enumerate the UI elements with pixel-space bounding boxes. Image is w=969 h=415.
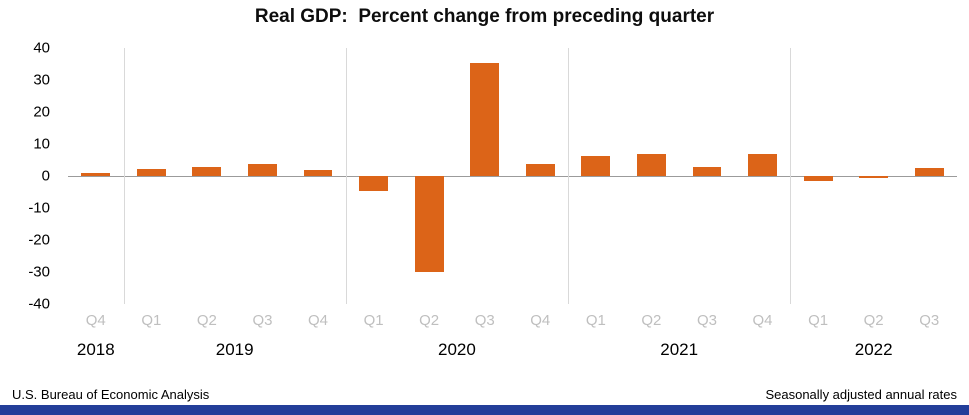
x-tick-2022-Q3: Q3 bbox=[919, 312, 940, 329]
bar-2019-Q2 bbox=[192, 167, 222, 176]
quarter-labels: Q4 Q1 Q2 Q3 Q4 Q1 Q2 Q3 Q4 Q1 Q2 Q3 Q4 Q1 Q2 Q3 bbox=[68, 312, 957, 332]
chart-title: Real GDP: Percent change from preceding … bbox=[254, 6, 715, 27]
x-tick-2020-Q2: Q2 bbox=[419, 312, 440, 329]
y-axis-tick-10: 10 bbox=[33, 135, 50, 153]
x-tick-2020-Q3: Q3 bbox=[474, 312, 495, 329]
bar-2020-Q3 bbox=[470, 63, 500, 176]
source-attribution: U.S. Bureau of Economic Analysis bbox=[12, 387, 210, 402]
x-tick-2021-Q2: Q2 bbox=[641, 312, 662, 329]
bar-2021-Q4 bbox=[748, 153, 777, 176]
x-tick-2020-Q4: Q4 bbox=[530, 312, 551, 329]
year-label-2022: 2022 bbox=[854, 340, 893, 359]
x-tick-2020-Q1: Q1 bbox=[363, 312, 384, 329]
year-labels: 2018 2019 2020 2021 2022 bbox=[68, 340, 957, 364]
bar-2022-Q1 bbox=[803, 176, 833, 182]
y-axis-tick--30: -30 bbox=[28, 263, 50, 281]
zero-axis-line bbox=[68, 176, 957, 177]
bar-2020-Q1 bbox=[359, 176, 389, 191]
x-tick-2022-Q2: Q2 bbox=[863, 312, 884, 329]
bar-2022-Q3 bbox=[914, 167, 944, 176]
bar-2022-Q2 bbox=[859, 176, 889, 178]
bar-2021-Q2 bbox=[636, 153, 666, 176]
bar-2020-Q4 bbox=[525, 163, 555, 176]
year-label-2019: 2019 bbox=[215, 340, 254, 359]
x-tick-2019-Q4: Q4 bbox=[308, 312, 329, 329]
year-label-2020: 2020 bbox=[438, 340, 476, 359]
footer-accent-bar bbox=[0, 405, 969, 415]
x-tick-2019-Q3: Q3 bbox=[252, 312, 273, 329]
x-tick-2019-Q2: Q2 bbox=[196, 312, 217, 329]
y-axis-tick--10: -10 bbox=[28, 199, 50, 217]
year-separator-after-2021 bbox=[790, 48, 792, 304]
bar-2021-Q3 bbox=[692, 167, 722, 176]
bar-2019-Q4 bbox=[303, 170, 333, 176]
bar-2020-Q2 bbox=[414, 176, 444, 272]
y-axis-tick-20: 20 bbox=[33, 103, 50, 121]
year-separator-after-2019 bbox=[345, 48, 347, 304]
footnote-seasonal-adjustment: Seasonally adjusted annual rates bbox=[765, 387, 957, 402]
year-label-2018: 2018 bbox=[76, 340, 115, 359]
y-axis-tick-30: 30 bbox=[33, 71, 50, 89]
y-axis-tick-0: 0 bbox=[41, 167, 50, 185]
y-axis: 40 30 20 10 0 -10 -20 -30 -40 bbox=[0, 40, 58, 313]
x-tick-2019-Q1: Q1 bbox=[141, 312, 162, 329]
x-tick-2018-Q4: Q4 bbox=[85, 312, 106, 329]
y-axis-tick-40: 40 bbox=[33, 39, 50, 57]
bar-2019-Q1 bbox=[136, 168, 166, 176]
y-axis-tick--20: -20 bbox=[28, 231, 50, 249]
bar-2018-Q4 bbox=[81, 173, 111, 176]
bar-2019-Q3 bbox=[248, 164, 277, 176]
y-axis-tick--40: -40 bbox=[28, 295, 50, 313]
x-tick-2021-Q4: Q4 bbox=[752, 312, 773, 329]
x-tick-2021-Q3: Q3 bbox=[696, 312, 717, 329]
plot-area bbox=[68, 48, 957, 304]
year-separator-after-2018 bbox=[123, 48, 125, 304]
bar-2021-Q1 bbox=[581, 155, 611, 176]
x-tick-2022-Q1: Q1 bbox=[808, 312, 829, 329]
x-tick-2021-Q1: Q1 bbox=[585, 312, 606, 329]
year-label-2021: 2021 bbox=[660, 340, 699, 359]
year-separator-after-2020 bbox=[568, 48, 570, 304]
